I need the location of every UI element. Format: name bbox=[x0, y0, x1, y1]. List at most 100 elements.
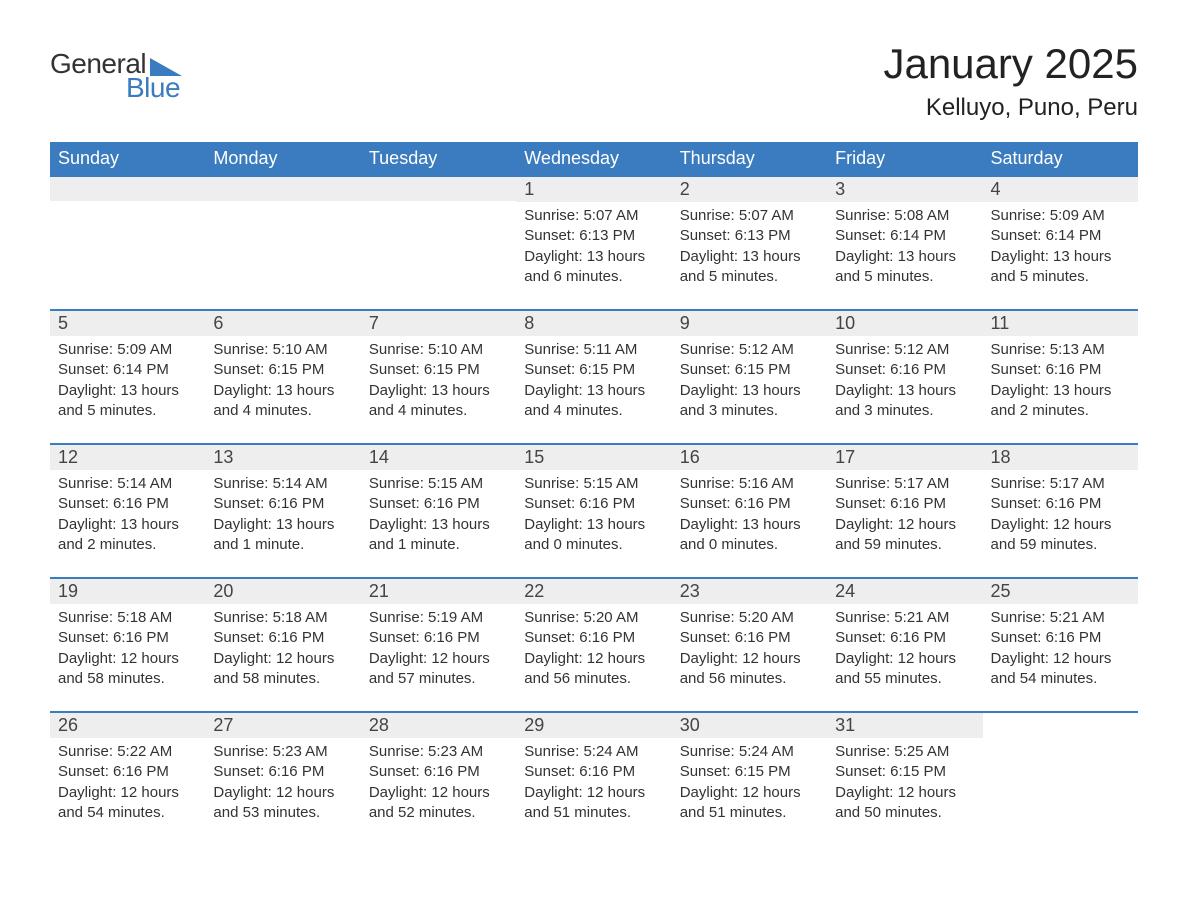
daylight-text: Daylight: 12 hours and 59 minutes. bbox=[991, 515, 1130, 556]
day-header-sat: Saturday bbox=[983, 142, 1138, 176]
day-info: Sunrise: 5:14 AMSunset: 6:16 PMDaylight:… bbox=[213, 474, 352, 555]
day-number-strip: 30 bbox=[672, 713, 827, 738]
day-number: 23 bbox=[672, 581, 700, 601]
daylight-text: Daylight: 13 hours and 4 minutes. bbox=[524, 381, 663, 422]
day-number-strip: 21 bbox=[361, 579, 516, 604]
location-subtitle: Kelluyo, Puno, Peru bbox=[883, 94, 1138, 122]
sunset-text: Sunset: 6:16 PM bbox=[835, 360, 974, 380]
daylight-text: Daylight: 13 hours and 1 minute. bbox=[213, 515, 352, 556]
daylight-text: Daylight: 12 hours and 52 minutes. bbox=[369, 783, 508, 824]
day-cell: 4Sunrise: 5:09 AMSunset: 6:14 PMDaylight… bbox=[983, 176, 1138, 310]
day-number-strip: 8 bbox=[516, 311, 671, 336]
day-cell: 5Sunrise: 5:09 AMSunset: 6:14 PMDaylight… bbox=[50, 310, 205, 444]
sunset-text: Sunset: 6:16 PM bbox=[991, 494, 1130, 514]
day-cell: 26Sunrise: 5:22 AMSunset: 6:16 PMDayligh… bbox=[50, 712, 205, 845]
day-number: 15 bbox=[516, 447, 544, 467]
day-number: 17 bbox=[827, 447, 855, 467]
day-info: Sunrise: 5:14 AMSunset: 6:16 PMDaylight:… bbox=[58, 474, 197, 555]
day-number-strip: 9 bbox=[672, 311, 827, 336]
sunrise-text: Sunrise: 5:23 AM bbox=[369, 742, 508, 762]
day-cell bbox=[50, 176, 205, 310]
day-number-strip: 17 bbox=[827, 445, 982, 470]
day-number: 8 bbox=[516, 313, 534, 333]
daylight-text: Daylight: 12 hours and 50 minutes. bbox=[835, 783, 974, 824]
day-cell: 15 Sunrise: 5:15 AMSunset: 6:16 PMDayligh… bbox=[516, 444, 671, 578]
week-row: 19Sunrise: 5:18 AMSunset: 6:16 PMDayligh… bbox=[50, 578, 1138, 712]
day-number-strip: 11 bbox=[983, 311, 1138, 336]
day-number-strip: 4 bbox=[983, 177, 1138, 202]
daylight-text: Daylight: 13 hours and 4 minutes. bbox=[213, 381, 352, 422]
day-number-strip: 15 bbox=[516, 445, 671, 470]
day-number-strip: 24 bbox=[827, 579, 982, 604]
sunset-text: Sunset: 6:15 PM bbox=[213, 360, 352, 380]
day-number: 16 bbox=[672, 447, 700, 467]
day-header-tue: Tuesday bbox=[361, 142, 516, 176]
sunrise-text: Sunrise: 5:07 AM bbox=[680, 206, 819, 226]
sunrise-text: Sunrise: 5:10 AM bbox=[213, 340, 352, 360]
sunset-text: Sunset: 6:16 PM bbox=[369, 494, 508, 514]
day-header-row: Sunday Monday Tuesday Wednesday Thursday… bbox=[50, 142, 1138, 176]
sunrise-text: Sunrise: 5:24 AM bbox=[680, 742, 819, 762]
day-number: 10 bbox=[827, 313, 855, 333]
day-cell: 30 Sunrise: 5:24 AMSunset: 6:15 PMDayligh… bbox=[672, 712, 827, 845]
day-header-mon: Monday bbox=[205, 142, 360, 176]
day-info: Sunrise: 5:08 AMSunset: 6:14 PMDaylight:… bbox=[835, 206, 974, 287]
day-cell: 7Sunrise: 5:10 AMSunset: 6:15 PMDaylight… bbox=[361, 310, 516, 444]
day-cell: 31Sunrise: 5:25 AMSunset: 6:15 PMDayligh… bbox=[827, 712, 982, 845]
day-info: Sunrise: 5:15 AMSunset: 6:16 PMDaylight:… bbox=[524, 474, 663, 555]
day-number-strip: 18 bbox=[983, 445, 1138, 470]
day-info: Sunrise: 5:24 AMSunset: 6:16 PMDaylight:… bbox=[524, 742, 663, 823]
daylight-text: Daylight: 13 hours and 4 minutes. bbox=[369, 381, 508, 422]
day-cell: 9 Sunrise: 5:12 AMSunset: 6:15 PMDaylight… bbox=[672, 310, 827, 444]
daylight-text: Daylight: 13 hours and 0 minutes. bbox=[524, 515, 663, 556]
day-info: Sunrise: 5:18 AMSunset: 6:16 PMDaylight:… bbox=[58, 608, 197, 689]
daylight-text: Daylight: 12 hours and 51 minutes. bbox=[680, 783, 819, 824]
sunset-text: Sunset: 6:15 PM bbox=[680, 762, 819, 782]
sunrise-text: Sunrise: 5:07 AM bbox=[524, 206, 663, 226]
day-number: 25 bbox=[983, 581, 1011, 601]
daylight-text: Daylight: 12 hours and 56 minutes. bbox=[680, 649, 819, 690]
day-cell: 27Sunrise: 5:23 AMSunset: 6:16 PMDayligh… bbox=[205, 712, 360, 845]
day-number-strip: 14 bbox=[361, 445, 516, 470]
day-info: Sunrise: 5:17 AMSunset: 6:16 PMDaylight:… bbox=[991, 474, 1130, 555]
day-number-strip: 1 bbox=[516, 177, 671, 202]
sunset-text: Sunset: 6:15 PM bbox=[369, 360, 508, 380]
day-number-strip: 6 bbox=[205, 311, 360, 336]
sunset-text: Sunset: 6:16 PM bbox=[524, 762, 663, 782]
day-header-fri: Friday bbox=[827, 142, 982, 176]
sunrise-text: Sunrise: 5:23 AM bbox=[213, 742, 352, 762]
sunset-text: Sunset: 6:15 PM bbox=[835, 762, 974, 782]
sunrise-text: Sunrise: 5:16 AM bbox=[680, 474, 819, 494]
day-number-strip: 2 bbox=[672, 177, 827, 202]
sunrise-text: Sunrise: 5:24 AM bbox=[524, 742, 663, 762]
day-info: Sunrise: 5:12 AMSunset: 6:15 PMDaylight:… bbox=[680, 340, 819, 421]
day-info: Sunrise: 5:17 AMSunset: 6:16 PMDaylight:… bbox=[835, 474, 974, 555]
sunrise-text: Sunrise: 5:18 AM bbox=[58, 608, 197, 628]
sunset-text: Sunset: 6:16 PM bbox=[213, 494, 352, 514]
day-number: 4 bbox=[983, 179, 1001, 199]
sunset-text: Sunset: 6:16 PM bbox=[369, 628, 508, 648]
day-info: Sunrise: 5:18 AMSunset: 6:16 PMDaylight:… bbox=[213, 608, 352, 689]
daylight-text: Daylight: 13 hours and 2 minutes. bbox=[58, 515, 197, 556]
sunset-text: Sunset: 6:13 PM bbox=[524, 226, 663, 246]
sunset-text: Sunset: 6:16 PM bbox=[991, 360, 1130, 380]
calendar-table: Sunday Monday Tuesday Wednesday Thursday… bbox=[50, 142, 1138, 845]
daylight-text: Daylight: 12 hours and 53 minutes. bbox=[213, 783, 352, 824]
day-number: 26 bbox=[50, 715, 78, 735]
day-cell: 16Sunrise: 5:16 AMSunset: 6:16 PMDayligh… bbox=[672, 444, 827, 578]
sunset-text: Sunset: 6:14 PM bbox=[58, 360, 197, 380]
day-number: 24 bbox=[827, 581, 855, 601]
day-number: 3 bbox=[827, 179, 845, 199]
day-cell: 23Sunrise: 5:20 AMSunset: 6:16 PMDayligh… bbox=[672, 578, 827, 712]
daylight-text: Daylight: 13 hours and 5 minutes. bbox=[58, 381, 197, 422]
empty-day-strip bbox=[50, 177, 205, 201]
day-cell: 12Sunrise: 5:14 AMSunset: 6:16 PMDayligh… bbox=[50, 444, 205, 578]
day-cell: 1Sunrise: 5:07 AMSunset: 6:13 PMDaylight… bbox=[516, 176, 671, 310]
day-number: 18 bbox=[983, 447, 1011, 467]
day-number: 20 bbox=[205, 581, 233, 601]
day-number-strip: 31 bbox=[827, 713, 982, 738]
day-cell: 10Sunrise: 5:12 AMSunset: 6:16 PMDayligh… bbox=[827, 310, 982, 444]
sunrise-text: Sunrise: 5:17 AM bbox=[835, 474, 974, 494]
sunrise-text: Sunrise: 5:15 AM bbox=[524, 474, 663, 494]
sunset-text: Sunset: 6:16 PM bbox=[524, 628, 663, 648]
